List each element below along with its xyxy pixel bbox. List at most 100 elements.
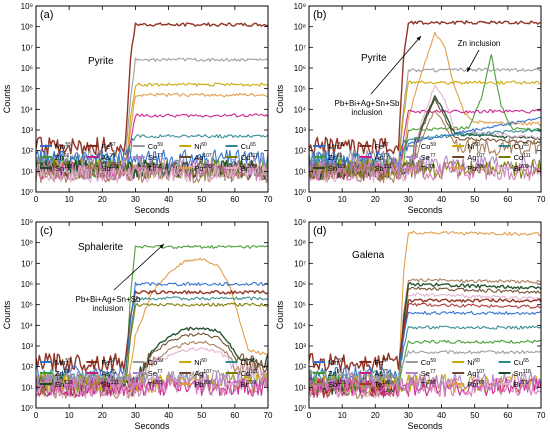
x-axis-title: Seconds [134, 421, 170, 431]
legend-label: Co59 [148, 358, 163, 367]
y-tick-label: 10⁰ [21, 404, 33, 413]
legend-item-Cu65: Cu65 [498, 142, 529, 151]
legend-label: Ag107 [467, 153, 485, 162]
y-axis-title: Counts [275, 300, 285, 329]
y-tick-label: 10³ [21, 342, 33, 351]
legend-label: Cu65 [241, 358, 256, 367]
x-tick-label: 60 [230, 411, 239, 420]
legend-label: Mn55 [328, 142, 344, 151]
legend-item-Sb121: Sb121 [86, 380, 119, 389]
legend-item-Mn55: Mn55 [313, 358, 344, 367]
series-line-Se77 [309, 371, 541, 391]
y-tick-label: 10³ [294, 342, 306, 351]
mineral-label: Pyrite [88, 56, 114, 67]
mineral-label: Sphalerite [78, 242, 123, 253]
legend-label: Sb121 [101, 380, 119, 389]
legend-item-Mn55: Mn55 [40, 358, 71, 367]
y-tick-label: 10⁴ [294, 105, 307, 114]
legend-item-Se77: Se77 [405, 369, 436, 378]
legend-label: Fe57 [101, 358, 116, 367]
legend-label: Zn66 [55, 369, 70, 378]
legend-item-Sb121: Sb121 [313, 380, 346, 389]
legend-item-As75: As75 [86, 153, 116, 162]
x-tick-label: 40 [164, 411, 173, 420]
x-tick-label: 50 [197, 195, 206, 204]
legend-item-Ni60: Ni60 [452, 142, 480, 151]
series-line-Mn55 [309, 116, 541, 169]
legend-label: Sn118 [55, 164, 72, 173]
y-tick-label: 10⁵ [294, 301, 306, 310]
panel-label: (a) [40, 9, 53, 21]
legend-item-Fe57: Fe57 [359, 142, 389, 151]
x-axis-title: Seconds [407, 205, 443, 215]
legend-item-Mn55: Mn55 [40, 142, 71, 151]
series-group [36, 244, 268, 399]
x-tick-label: 60 [503, 195, 512, 204]
legend-label: Tl205 [421, 164, 436, 173]
legend-item-Sn118: Sn118 [313, 164, 345, 173]
legend-item-Ni60: Ni60 [179, 358, 207, 367]
legend-item-Zn66: Zn66 [313, 369, 343, 378]
y-tick-label: 10³ [294, 126, 306, 135]
series-line-Fe57 [309, 20, 541, 157]
legend-item-As75: As75 [86, 369, 116, 378]
x-tick-label: 50 [470, 195, 479, 204]
legend-item-Bi209: Bi209 [498, 380, 529, 389]
y-tick-label: 10⁸ [294, 23, 306, 32]
legend-item-Ag107: Ag107 [452, 369, 485, 378]
legend-label: Pb208 [194, 380, 212, 389]
series-line-Bi209 [36, 163, 268, 184]
y-tick-label: 10⁰ [294, 188, 306, 197]
x-tick-label: 10 [338, 195, 347, 204]
legend-item-Pb208: Pb208 [452, 380, 485, 389]
legend-label: As75 [101, 369, 116, 378]
series-line-Cu65 [36, 296, 268, 389]
plot-frame [308, 5, 542, 193]
y-axis-title: Counts [2, 84, 12, 113]
annotation-arrowhead [159, 244, 164, 249]
legend-label: Mn55 [55, 142, 71, 151]
legend-item-As75: As75 [359, 369, 389, 378]
legend-item-Pb208: Pb208 [452, 164, 485, 173]
legend-item-Pb208: Pb208 [179, 380, 212, 389]
legend-label: Cd111 [514, 153, 531, 162]
annotation-arrow [113, 243, 165, 291]
legend-label: As75 [374, 153, 389, 162]
x-tick-label: 50 [470, 411, 479, 420]
legend-label: Ni60 [467, 142, 480, 151]
y-tick-label: 10⁹ [21, 218, 33, 227]
legend-label: Co59 [421, 142, 436, 151]
legend-label: Pb208 [194, 164, 212, 173]
legend-item-Tl205: Tl205 [405, 380, 436, 389]
x-tick-label: 30 [131, 195, 140, 204]
legend-item-Co59: Co59 [132, 358, 163, 367]
series-line-Fe57 [309, 298, 541, 372]
x-tick-label: 0 [34, 411, 39, 420]
x-tick-label: 70 [537, 411, 546, 420]
x-tick-label: 0 [34, 195, 39, 204]
legend-item-Sb121: Sb121 [359, 164, 392, 173]
series-line-Fe57 [36, 22, 268, 157]
legend-item-Zn66: Zn66 [40, 153, 70, 162]
legend-item-Te125: Te125 [359, 380, 391, 389]
series-line-Bi209 [36, 347, 268, 399]
legend-label: Tl205 [421, 380, 436, 389]
legend-item-Tl205: Tl205 [132, 380, 163, 389]
legend-label: Tl205 [148, 380, 163, 389]
legend-item-Sn118: Sn118 [498, 369, 531, 378]
legend-label: Cu65 [241, 142, 256, 151]
panel-label: (c) [40, 225, 53, 237]
series-line-Fe57 [36, 290, 268, 373]
mineral-label: Galena [352, 250, 385, 261]
y-tick-label: 10³ [21, 126, 33, 135]
legend-item-Co59: Co59 [132, 142, 163, 151]
series-line-Sb121 [309, 110, 541, 184]
x-tick-label: 70 [537, 195, 546, 204]
legend-label: Mn55 [328, 358, 344, 367]
legend-item-Sb121: Sb121 [86, 164, 119, 173]
y-tick-label: 10⁹ [21, 2, 33, 11]
legend-item-Cu65: Cu65 [225, 358, 256, 367]
legend-item-As75: As75 [359, 153, 389, 162]
panel-label: (d) [313, 225, 326, 237]
legend-label: Zn66 [55, 153, 70, 162]
